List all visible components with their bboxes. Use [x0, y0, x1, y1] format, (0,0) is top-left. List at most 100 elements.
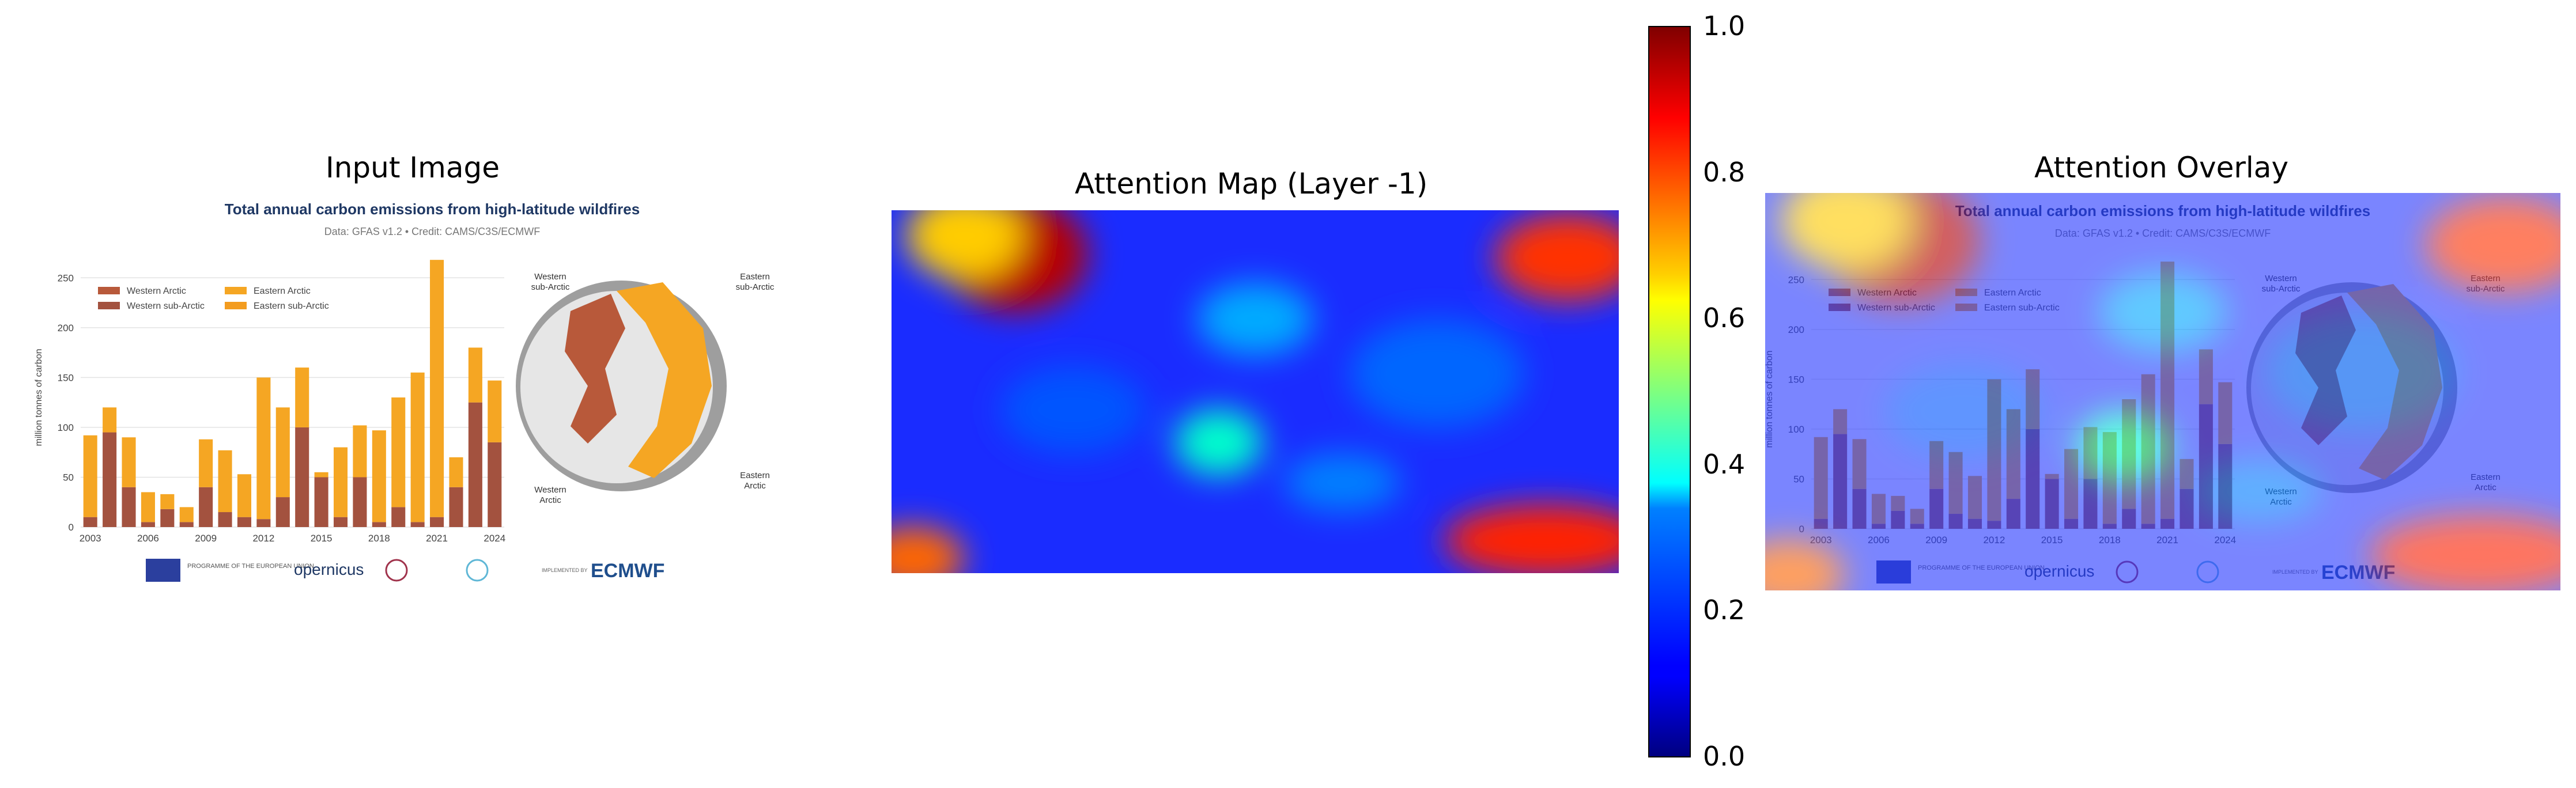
input-bar-2016-1: [333, 447, 348, 517]
ov-attention-hotspot: [2194, 459, 2322, 523]
input-bar-2014-0: [295, 427, 309, 527]
input-bar-2012-0: [256, 519, 271, 527]
colorbar-tick-label: 0.6: [1703, 302, 1746, 334]
input-map-label: Western: [534, 272, 566, 282]
ov-attention-hotspot: [2075, 411, 2171, 483]
input-bar-2023-1: [468, 347, 482, 403]
input-x-tick-label: 2003: [80, 533, 101, 544]
input-map-label: Eastern: [740, 272, 770, 282]
input-bar-2018-1: [372, 430, 386, 522]
attn-attention-hotspot: [1495, 214, 1619, 301]
colorbar-gradient: [1648, 26, 1691, 757]
input-bar-2020-0: [410, 522, 425, 527]
input-bar-2022-1: [449, 457, 463, 487]
ov-attention-hotspot: [1765, 539, 1845, 590]
input-eu-flag-icon: [146, 559, 180, 582]
input-logo-eu-text: PROGRAMME OF THE EUROPEAN UNION: [187, 563, 314, 570]
input-bar-2005-0: [122, 487, 136, 527]
input-logo-cams-icon: [385, 559, 408, 582]
attn-attention-hotspot: [1444, 504, 1619, 573]
input-bar-2006-1: [141, 492, 155, 522]
input-bar-2014-1: [295, 368, 309, 427]
ov-attention-hotspot: [1781, 193, 1909, 269]
input-bar-2017-1: [353, 425, 367, 478]
input-map-eastern-region: [617, 282, 712, 478]
input-y-tick-label: 50: [63, 472, 74, 483]
ov-attention-hotspot: [2099, 272, 2227, 352]
input-logo-implemented: IMPLEMENTED BY: [542, 567, 588, 573]
input-bar-2016-0: [333, 517, 348, 527]
input-bar-2024-0: [488, 442, 502, 527]
input-y-axis-label: million tonnes of carbon: [35, 349, 44, 446]
colorbar-tick-label: 0.8: [1703, 156, 1746, 188]
input-map-label: Arctic: [539, 495, 561, 505]
input-map-label: Eastern: [740, 471, 770, 480]
input-legend-swatch: [225, 287, 247, 294]
input-bar-2010-0: [218, 512, 232, 527]
input-bar-2017-0: [353, 477, 367, 527]
input-bar-2019-0: [391, 507, 406, 527]
input-image-title: Input Image: [326, 151, 500, 184]
input-bar-2015-1: [314, 472, 328, 478]
input-y-tick-label: 150: [58, 372, 74, 383]
input-bar-2007-1: [160, 494, 175, 509]
input-bar-2018-0: [372, 522, 386, 527]
input-y-tick-label: 250: [58, 272, 74, 283]
input-bar-2008-1: [179, 507, 194, 522]
attn-attention-hotspot: [892, 526, 965, 573]
input-logo-copernicus: opernicus: [294, 560, 364, 578]
input-legend-label: Eastern Arctic: [254, 286, 311, 296]
input-bar-2013-1: [275, 407, 290, 498]
attn-heatmap-layer: [892, 210, 1619, 573]
attention-map: [892, 210, 1619, 573]
colorbar-tick-label: 0.4: [1703, 448, 1746, 480]
input-image: Total annual carbon emissions from high-…: [35, 200, 775, 582]
input-map-label: Arctic: [744, 481, 766, 491]
colorbar-tick-label: 1.0: [1703, 10, 1746, 41]
input-legend-swatch: [225, 302, 247, 309]
input-x-tick-label: 2009: [195, 533, 217, 544]
input-bar-2023-0: [468, 402, 482, 527]
colorbar: [1648, 26, 1691, 757]
ov-attention-hotspot: [2266, 312, 2457, 431]
input-y-tick-label: 0: [69, 522, 74, 533]
input-bar-2020-1: [410, 372, 425, 522]
input-bar-2006-0: [141, 522, 155, 527]
input-bar-2021-0: [430, 517, 444, 527]
input-bar-2019-1: [391, 397, 406, 507]
input-map-label: sub-Arctic: [736, 282, 775, 292]
input-bar-2011-1: [237, 474, 252, 517]
ov-heatmap-layer: [1765, 193, 2560, 590]
input-map-western-region: [565, 294, 625, 444]
input-bar-2009-0: [199, 487, 213, 527]
input-map-label: Western: [534, 485, 566, 495]
ov-attention-hotspot: [2425, 196, 2560, 293]
input-y-tick-label: 200: [58, 323, 74, 334]
input-bar-2010-1: [218, 450, 232, 513]
ov-attention-hotspot: [1884, 363, 2044, 460]
input-logo-ecmwf: ECMWF: [591, 560, 664, 582]
input-chart-subtitle: Data: GFAS v1.2 • Credit: CAMS/C3S/ECMWF: [324, 226, 540, 237]
input-bar-2003-0: [83, 517, 97, 527]
input-logo-c3s-icon: [466, 559, 489, 582]
attention-overlay-title: Attention Overlay: [2034, 151, 2289, 184]
input-legend-swatch: [98, 287, 120, 294]
input-legend-swatch: [98, 302, 120, 309]
input-x-tick-label: 2006: [137, 533, 159, 544]
input-bar-2015-0: [314, 477, 328, 527]
input-x-tick-label: 2018: [368, 533, 390, 544]
input-y-tick-label: 100: [58, 422, 74, 433]
input-bar-2013-0: [275, 497, 290, 527]
colorbar-tick-label: 0.2: [1703, 594, 1746, 626]
attn-attention-hotspot: [1175, 410, 1263, 475]
input-x-tick-label: 2021: [426, 533, 448, 544]
input-bar-2012-1: [256, 377, 271, 520]
input-chart-title: Total annual carbon emissions from high-…: [225, 200, 640, 218]
input-bar-2008-0: [179, 522, 194, 527]
input-bar-2007-0: [160, 509, 175, 527]
attn-attention-hotspot: [1284, 453, 1401, 512]
input-bar-2022-0: [449, 487, 463, 527]
attention-overlay: Total annual carbon emissions from high-…: [1765, 193, 2560, 590]
attn-attention-hotspot: [1350, 319, 1524, 428]
input-legend-label: Western Arctic: [127, 286, 186, 296]
